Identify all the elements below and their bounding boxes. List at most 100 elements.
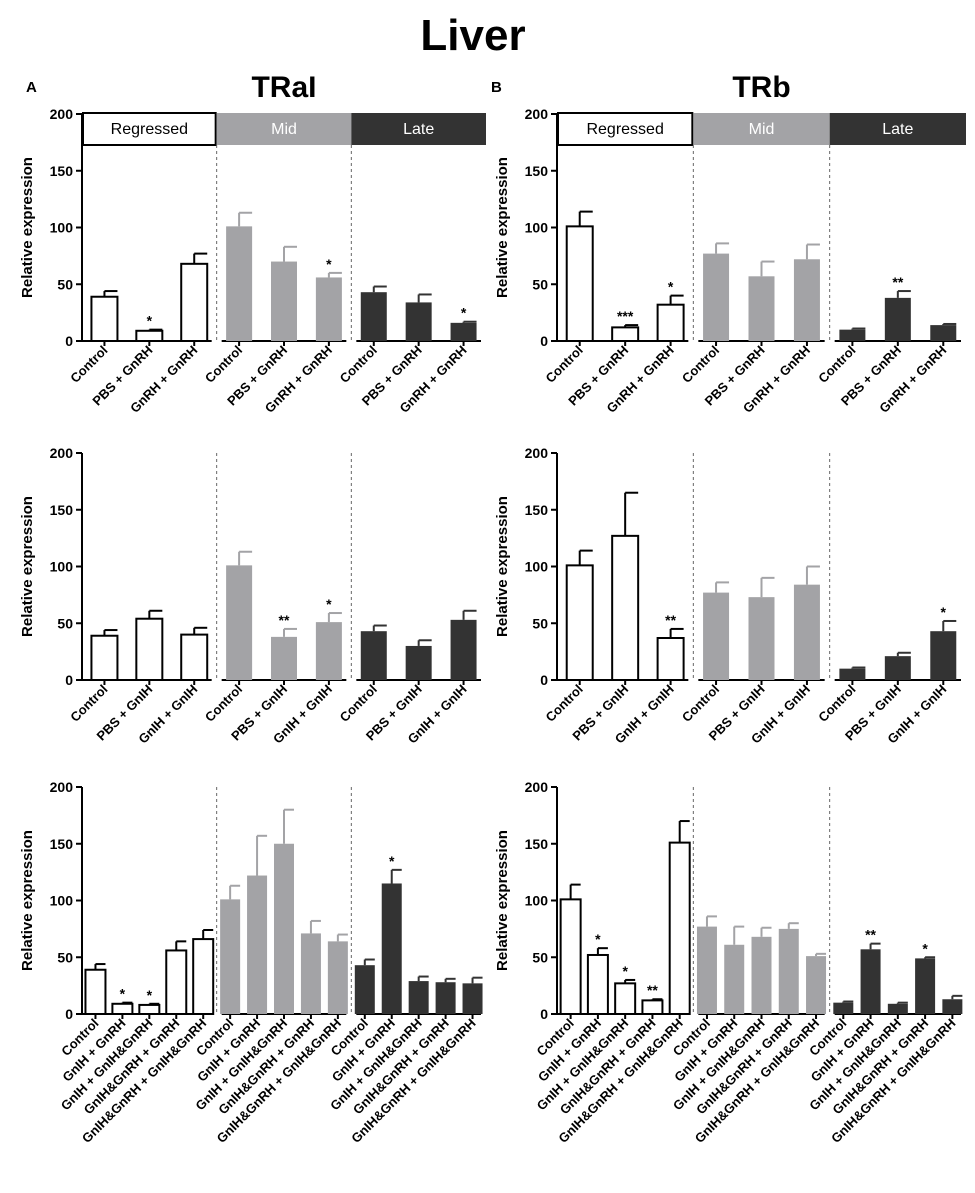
bar [180, 633, 209, 681]
y-axis-label: Relative expression [494, 157, 511, 298]
bar [405, 645, 432, 680]
panel-label: B [491, 79, 502, 96]
bar [180, 262, 209, 343]
significance-mark: ** [665, 612, 676, 628]
x-tick-label: Control [337, 343, 380, 386]
bar [354, 965, 375, 1014]
significance-mark: * [668, 279, 674, 295]
bar [656, 637, 685, 682]
bar [315, 622, 342, 680]
bar [165, 949, 188, 1016]
y-tick-label: 200 [525, 106, 549, 122]
phase-header-late [351, 113, 486, 145]
bar [930, 325, 957, 341]
bar [462, 983, 483, 1014]
bar [748, 276, 775, 341]
y-tick-label: 200 [525, 445, 549, 461]
bar [793, 259, 820, 341]
bar [641, 999, 664, 1016]
significance-mark: * [147, 987, 153, 1003]
bar [247, 875, 268, 1014]
bar [703, 592, 730, 680]
y-tick-label: 100 [50, 220, 74, 236]
bar [559, 898, 582, 1015]
y-tick-label: 0 [65, 1006, 73, 1022]
x-tick-label: Control [337, 682, 380, 725]
significance-mark: * [147, 313, 153, 329]
x-tick-label: Control [815, 343, 858, 386]
y-tick-label: 0 [65, 333, 73, 349]
phase-label-late: Late [882, 121, 913, 138]
significance-mark: ** [865, 927, 876, 943]
x-tick-label: Control [543, 682, 586, 725]
panel-label: A [26, 79, 37, 96]
phase-header-mid [693, 113, 830, 145]
bar [860, 949, 881, 1014]
y-tick-label: 100 [50, 559, 74, 575]
bar [90, 634, 119, 681]
bar [656, 303, 685, 342]
y-tick-label: 50 [57, 615, 73, 631]
y-tick-label: 150 [50, 502, 74, 518]
bar [793, 584, 820, 680]
bar [381, 883, 402, 1014]
bar [611, 534, 640, 681]
significance-mark: * [595, 931, 601, 947]
bar [135, 617, 164, 682]
x-tick-label: Control [67, 343, 110, 386]
y-tick-label: 50 [532, 949, 548, 965]
significance-mark: *** [617, 308, 634, 324]
significance-mark: * [389, 853, 395, 869]
bar [887, 1003, 908, 1014]
bar [138, 1003, 161, 1015]
x-tick-label: Control [679, 682, 722, 725]
significance-mark: * [326, 596, 332, 612]
bar [405, 302, 432, 341]
bar [839, 329, 866, 341]
y-axis-label: Relative expression [19, 496, 36, 637]
bar [274, 843, 294, 1014]
x-tick-label: Control [543, 343, 586, 386]
y-axis-label: Relative expression [494, 496, 511, 637]
significance-mark: * [622, 963, 628, 979]
bar [300, 933, 321, 1014]
y-tick-label: 100 [525, 893, 549, 909]
y-tick-label: 200 [525, 779, 549, 795]
bar [84, 968, 107, 1015]
bar [751, 936, 772, 1014]
bar [839, 668, 866, 680]
bar [915, 958, 936, 1014]
bar [724, 944, 745, 1014]
significance-mark: * [461, 305, 467, 321]
bar [408, 981, 429, 1014]
y-tick-label: 150 [50, 163, 74, 179]
bar [614, 982, 637, 1015]
bar [226, 226, 253, 341]
gene-title: TRb [732, 71, 790, 104]
bar [220, 899, 241, 1014]
significance-mark: ** [279, 612, 290, 628]
phase-header-regressed [557, 112, 694, 146]
figure-title: Liver [420, 11, 525, 60]
x-tick-label: Control [202, 343, 245, 386]
y-tick-label: 0 [540, 672, 548, 688]
y-tick-label: 150 [525, 163, 549, 179]
chart-b1: TRb B Regressed Mid Late 0 50 100 150 200 Relative… [491, 71, 966, 416]
significance-mark: * [326, 256, 332, 272]
bar [696, 926, 717, 1014]
y-tick-label: 200 [50, 779, 74, 795]
significance-mark: * [941, 604, 947, 620]
phase-header-late [829, 113, 966, 145]
bar [226, 565, 253, 680]
y-tick-label: 0 [65, 672, 73, 688]
y-tick-label: 50 [532, 615, 548, 631]
bar [703, 253, 730, 341]
bar [360, 292, 387, 341]
y-tick-label: 200 [50, 106, 74, 122]
y-tick-label: 0 [540, 333, 548, 349]
bar [586, 953, 609, 1015]
bar [135, 329, 164, 343]
y-tick-label: 100 [525, 220, 549, 236]
